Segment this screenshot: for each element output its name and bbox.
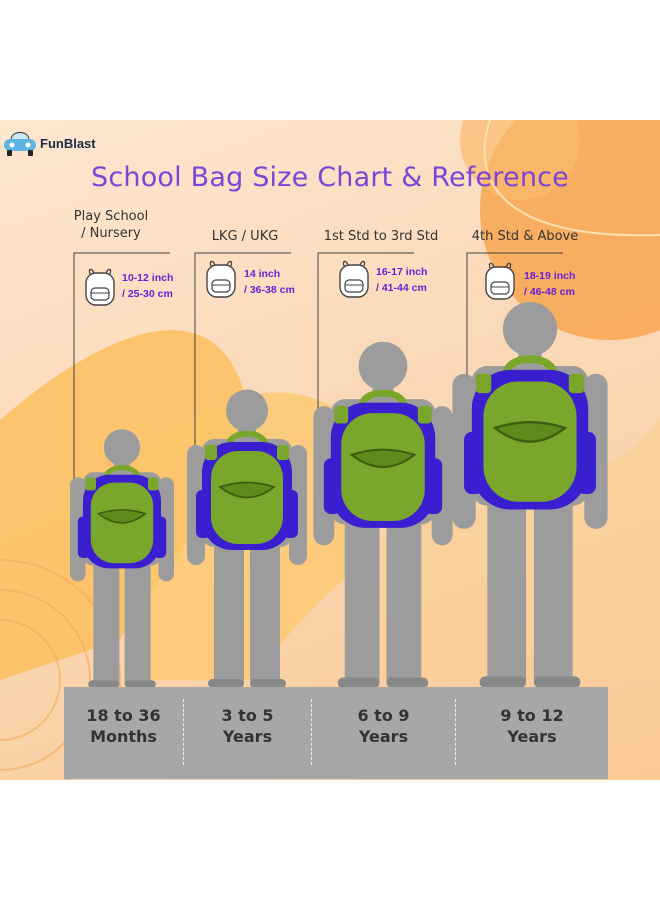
backpack-icon [206,260,236,298]
bag-size: 18-19 inch / 46-48 cm [524,268,575,300]
backpack [323,389,443,528]
backpack-icon [485,262,515,300]
category-label-line1: Play School [73,209,149,224]
age-line1: 6 to 9 [357,706,410,725]
child-figure [313,341,453,688]
bag-size: 14 inch / 36-38 cm [244,266,295,298]
bag-size: 16-17 inch / 41-44 cm [376,264,427,296]
age-line2: Years [507,727,557,746]
size-inch: 14 inch [244,268,281,280]
backpack [196,430,298,550]
age-bar: 18 to 36 Months 3 to 5 Years 6 to 9 Years 9 to… [64,687,608,779]
category-label: 4th Std & Above [460,228,590,245]
size-inch: 18-19 inch [524,270,576,282]
size-cm: / 25-30 cm [122,288,173,300]
divider [183,699,184,765]
child-figure [70,429,174,688]
child-figure [452,301,608,688]
backpack [464,355,596,510]
age-line2: Years [358,727,409,746]
category-label: LKG / UKG [190,228,300,245]
category-label-line2: / Nursery [81,226,141,241]
category-label: 1st Std to 3rd Std [316,228,446,245]
category-label-line1: 4th Std & Above [471,229,579,244]
size-cm: / 36-38 cm [244,284,295,296]
category-label: Play School / Nursery [56,208,166,242]
age-line2: Years [222,727,273,746]
age-range: 3 to 5 Years [184,705,311,747]
size-cm: / 41-44 cm [376,282,427,294]
brand-logo-car-icon [4,132,36,156]
age-line1: 3 to 5 [221,706,274,725]
backpack [77,465,167,569]
age-range: 9 to 12 Years [456,705,608,747]
age-line1: 18 to 36 [86,706,161,725]
age-range: 6 to 9 Years [312,705,455,747]
backpack-icon [339,260,369,298]
size-chart-infographic: FunBlast School Bag Size Chart & Referen… [0,120,660,780]
category-label-line1: 1st Std to 3rd Std [323,229,439,244]
figures-layer [70,252,608,688]
page-title: School Bag Size Chart & Reference [91,162,569,193]
age-range: 18 to 36 Months [64,705,183,747]
size-cm: / 46-48 cm [524,286,575,298]
divider [455,699,456,765]
age-line2: Months [90,727,157,746]
size-inch: 16-17 inch [376,266,428,278]
category-label-line1: LKG / UKG [211,229,279,244]
divider [311,699,312,765]
age-line1: 9 to 12 [500,706,564,725]
brand-name: FunBlast [40,136,96,151]
child-figure [187,389,307,688]
backpack-icon [85,268,115,306]
size-inch: 10-12 inch [122,272,174,284]
bag-size: 10-12 inch / 25-30 cm [122,270,173,302]
